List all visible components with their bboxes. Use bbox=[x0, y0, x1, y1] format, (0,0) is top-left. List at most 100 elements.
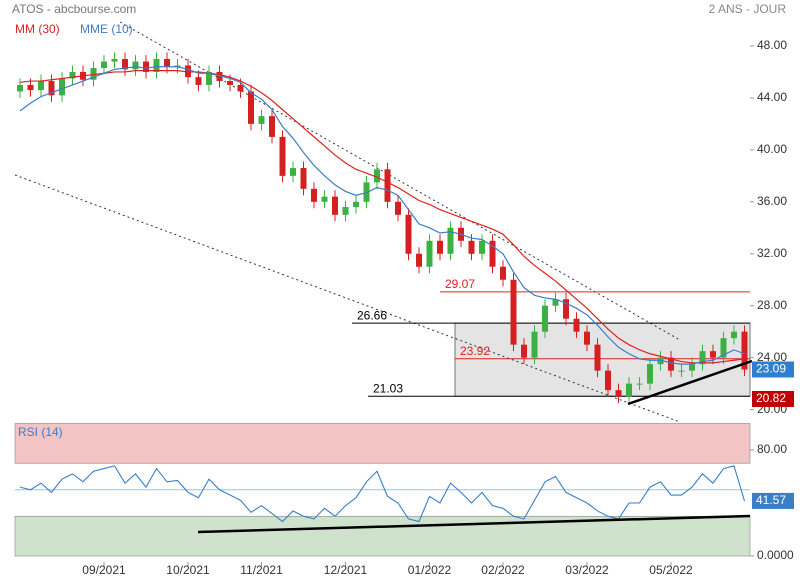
candle-body bbox=[300, 168, 307, 189]
candle-body bbox=[143, 61, 149, 72]
x-tick-label: 11/2021 bbox=[240, 563, 283, 577]
candle-body bbox=[647, 364, 653, 384]
candle-body bbox=[90, 68, 97, 80]
y-tick-label: 24.00 bbox=[757, 350, 787, 364]
candle-body bbox=[195, 77, 202, 85]
candle-body bbox=[426, 240, 433, 267]
legend-entry: MM (30) bbox=[15, 22, 60, 36]
candle-body bbox=[342, 207, 349, 215]
range-box bbox=[454, 322, 751, 397]
candle-body bbox=[479, 240, 485, 254]
rsi-badge bbox=[752, 492, 794, 509]
level-label: 29.07 bbox=[445, 277, 475, 291]
candle-body bbox=[626, 383, 632, 397]
candle-body bbox=[552, 299, 559, 306]
candle-body bbox=[174, 65, 181, 67]
y-tick-label: 28.00 bbox=[757, 298, 787, 312]
candle-body bbox=[153, 58, 160, 72]
candle-body bbox=[332, 196, 338, 215]
candle-body bbox=[69, 71, 76, 79]
ma-line bbox=[19, 66, 745, 365]
candle-body bbox=[248, 91, 254, 124]
ma-line bbox=[19, 70, 745, 364]
candle-body bbox=[594, 344, 601, 371]
candle-body bbox=[615, 390, 622, 397]
rsi-line bbox=[19, 465, 746, 523]
candle-body bbox=[48, 81, 55, 96]
candle-body bbox=[269, 116, 275, 137]
candle-body bbox=[321, 196, 328, 202]
candle-body bbox=[510, 279, 517, 345]
legend-entry: MME (10) bbox=[80, 22, 133, 36]
candle-body bbox=[111, 58, 118, 62]
candle-body bbox=[164, 58, 170, 67]
candle-body bbox=[101, 61, 107, 69]
candle-body bbox=[38, 81, 44, 91]
x-tick-label: 02/2022 bbox=[481, 563, 525, 577]
rsi-trendline bbox=[197, 514, 751, 534]
y-tick-label: 80.00 bbox=[757, 442, 787, 456]
candle-body bbox=[395, 201, 401, 215]
level-label: 26.66 bbox=[357, 308, 387, 322]
candle-body bbox=[185, 65, 191, 78]
candle-body bbox=[710, 351, 716, 358]
candle-body bbox=[27, 84, 34, 91]
candle-body bbox=[206, 71, 212, 85]
chart-subtitle: 2 ANS - JOUR bbox=[709, 2, 787, 16]
candle-body bbox=[678, 370, 685, 372]
x-tick-label: 03/2022 bbox=[565, 563, 609, 577]
candle-body bbox=[741, 331, 748, 370]
x-tick-label: 10/2021 bbox=[166, 563, 210, 577]
candle-body bbox=[668, 357, 674, 371]
y-tick-label: 44.00 bbox=[757, 90, 787, 104]
candle-body bbox=[311, 188, 317, 202]
candle-body bbox=[521, 344, 527, 358]
candle-body bbox=[279, 136, 286, 176]
y-tick-label: 32.00 bbox=[757, 246, 787, 260]
candle-body bbox=[657, 357, 664, 365]
legend-entry: RSI (14) bbox=[18, 425, 63, 439]
rsi-zone bbox=[14, 423, 751, 464]
candle-body bbox=[468, 240, 475, 254]
x-tick-label: 05/2022 bbox=[649, 563, 693, 577]
candle-body bbox=[290, 168, 296, 176]
candle-body bbox=[720, 338, 727, 358]
price-badge-label: 23.09 bbox=[756, 362, 786, 376]
candle-body bbox=[731, 331, 737, 339]
x-tick-label: 09/2021 bbox=[82, 563, 126, 577]
candle-body bbox=[447, 227, 454, 254]
y-tick-label: 36.00 bbox=[757, 194, 787, 208]
candle-body bbox=[59, 78, 65, 96]
candle-body bbox=[216, 71, 223, 82]
support-line bbox=[627, 359, 753, 406]
rsi-badge-label: 41.57 bbox=[756, 493, 786, 507]
y-tick-label: 0.0000 bbox=[757, 548, 794, 562]
candle-body bbox=[542, 305, 548, 332]
candle-body bbox=[531, 331, 538, 358]
candle-body bbox=[689, 364, 695, 371]
candle-body bbox=[17, 84, 23, 92]
candle-body bbox=[416, 253, 422, 267]
candle-body bbox=[584, 331, 590, 345]
price-badge-label: 20.82 bbox=[756, 391, 786, 405]
candle-body bbox=[405, 214, 412, 254]
rsi-zone bbox=[14, 515, 751, 557]
chart-title: ATOS - abcbourse.com bbox=[12, 2, 136, 16]
y-tick-label: 40.00 bbox=[757, 142, 787, 156]
price-badge bbox=[752, 361, 794, 378]
candle-body bbox=[605, 370, 611, 391]
level-label: 21.03 bbox=[373, 381, 403, 395]
candle-body bbox=[227, 81, 233, 85]
candle-body bbox=[132, 61, 139, 70]
candle-body bbox=[563, 299, 569, 319]
candle-body bbox=[699, 351, 706, 365]
y-tick-label: 48.00 bbox=[757, 38, 787, 52]
candle-body bbox=[437, 240, 443, 254]
candle-body bbox=[237, 84, 244, 92]
candle-body bbox=[636, 383, 643, 385]
candle-body bbox=[500, 266, 506, 280]
candle-body bbox=[353, 201, 359, 208]
channel-line bbox=[14, 174, 681, 423]
level-label: 23.92 bbox=[460, 344, 490, 358]
